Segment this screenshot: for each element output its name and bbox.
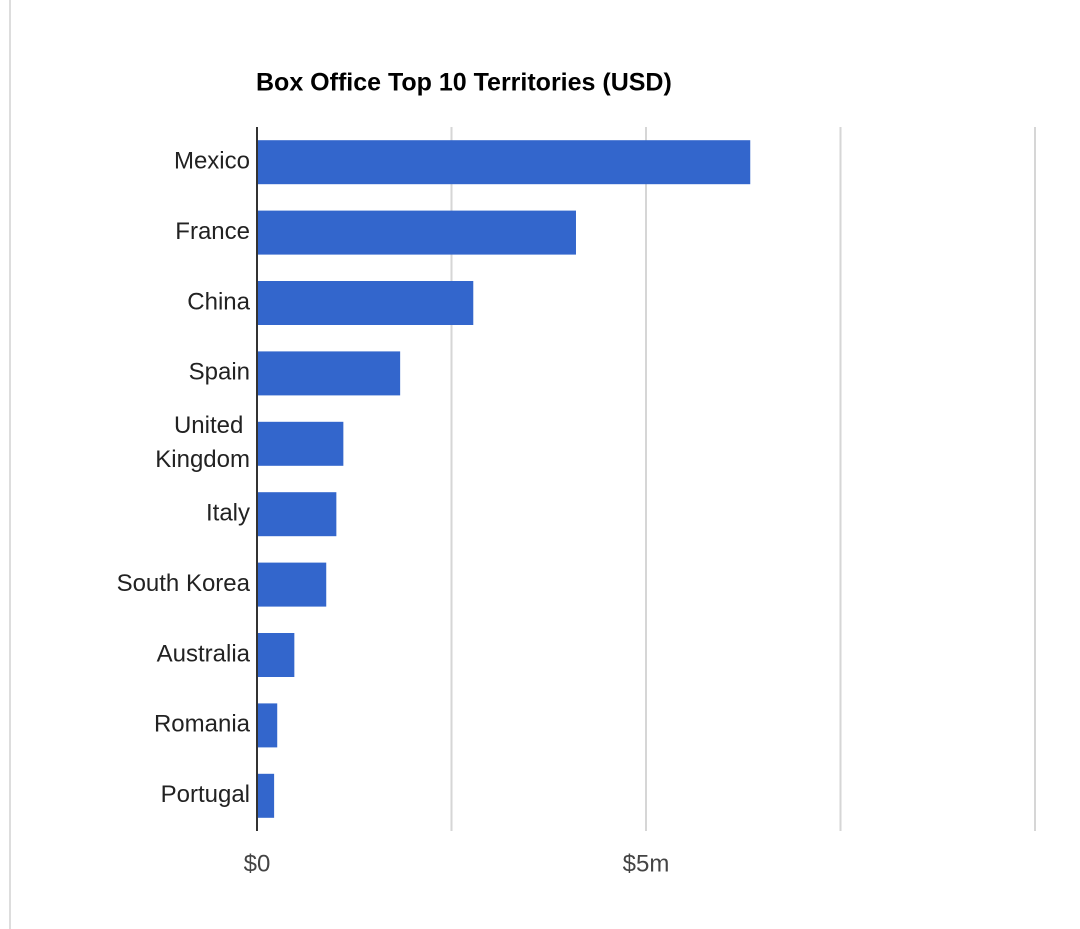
bar: [257, 210, 576, 255]
y-tick-label: Romania: [154, 711, 251, 738]
bar: [257, 140, 751, 185]
y-tick-label: United Kingdom: [155, 412, 250, 473]
bar: [257, 492, 337, 537]
bar: [257, 562, 327, 607]
y-tick-label: Mexico: [174, 148, 250, 175]
x-tick-label: $5m: [623, 850, 670, 877]
y-tick-label: Australia: [157, 640, 251, 667]
x-tick-label: $0: [244, 850, 271, 877]
bar: [257, 351, 401, 396]
bar: [257, 633, 295, 677]
bar: [257, 703, 278, 748]
bar: [257, 773, 275, 818]
y-tick-label: Italy: [206, 500, 250, 527]
y-tick-label: South Korea: [117, 570, 251, 597]
y-tick-label: China: [187, 288, 250, 315]
y-tick-label: France: [175, 218, 250, 245]
y-tick-label: Spain: [189, 359, 250, 386]
chart-title: Box Office Top 10 Territories (USD): [256, 69, 672, 97]
y-tick-label: Portugal: [161, 781, 250, 808]
bar: [257, 421, 344, 466]
bar: [257, 281, 474, 325]
